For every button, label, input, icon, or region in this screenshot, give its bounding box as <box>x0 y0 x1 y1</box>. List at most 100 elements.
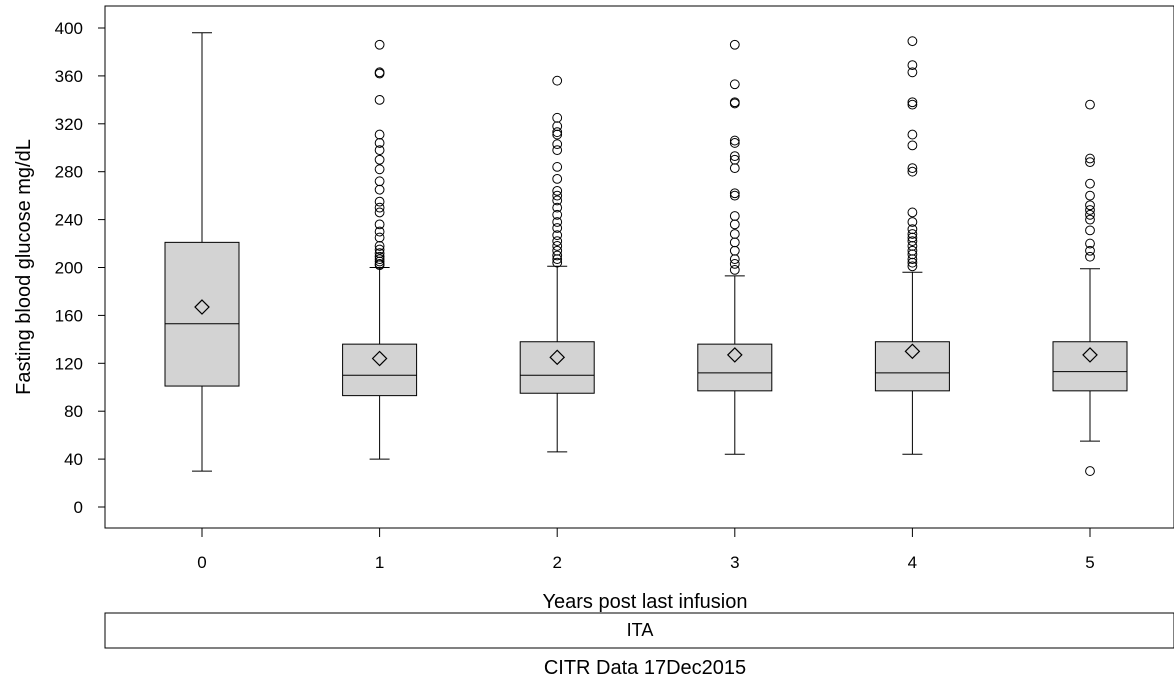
mean-marker <box>371 350 388 367</box>
outlier-point <box>374 248 385 259</box>
outlier-point <box>374 129 385 140</box>
outlier-point <box>374 244 385 255</box>
outlier-point <box>374 164 385 175</box>
box-4 <box>874 36 950 455</box>
outlier-point <box>552 209 563 220</box>
outlier-point <box>552 236 563 247</box>
outlier-point <box>1085 209 1095 220</box>
box-5 <box>1052 99 1128 476</box>
outlier-point <box>552 230 563 241</box>
outlier-point <box>1085 251 1095 262</box>
outlier-point <box>374 207 385 218</box>
outlier-point <box>552 75 563 86</box>
y-axis: 0 40 80 120 160 200 240 280 320 360 400 <box>55 19 105 517</box>
plot-frame <box>104 5 1174 529</box>
outlier-point <box>374 251 385 262</box>
y-axis-title: Fasting blood glucose mg/dL <box>13 139 35 395</box>
outlier-point <box>907 245 918 256</box>
outlier-point <box>729 39 740 50</box>
outlier-point <box>1085 245 1095 256</box>
outlier-point <box>552 173 563 184</box>
outlier-point <box>729 237 740 248</box>
outlier-point <box>729 79 740 90</box>
panel-strip <box>104 612 1174 649</box>
outlier-point <box>374 67 385 78</box>
y-tick-label: 120 <box>55 354 83 373</box>
iqr-box <box>342 343 418 397</box>
outlier-point <box>1085 466 1095 476</box>
outlier-point <box>729 154 740 165</box>
outlier-point <box>374 219 385 230</box>
outlier-point <box>1085 238 1095 249</box>
outlier-point <box>729 188 740 199</box>
x-tick-label: 2 <box>552 553 561 572</box>
y-tick-label: 40 <box>64 450 83 469</box>
outlier-point <box>1085 200 1095 211</box>
outlier-point <box>907 163 918 174</box>
outlier-point <box>552 190 563 201</box>
iqr-box <box>697 343 773 392</box>
outlier-point <box>729 219 740 230</box>
y-tick-label: 240 <box>55 211 83 230</box>
outlier-point <box>907 36 918 47</box>
outlier-point <box>552 162 563 172</box>
x-tick-label: 5 <box>1085 553 1094 572</box>
outlier-point <box>552 145 563 156</box>
y-tick-label: 80 <box>64 402 83 421</box>
outlier-point <box>374 232 385 243</box>
outlier-point <box>1085 157 1095 168</box>
y-tick-label: 0 <box>74 498 83 517</box>
outlier-point <box>1085 214 1095 225</box>
x-tick-label: 0 <box>197 553 206 572</box>
box-0 <box>164 32 240 472</box>
outlier-point <box>729 245 740 256</box>
outlier-point <box>552 217 563 227</box>
box-3 <box>697 39 773 455</box>
outlier-point <box>1085 153 1095 164</box>
outlier-point <box>729 151 740 162</box>
outlier-point <box>1085 178 1095 189</box>
outlier-point <box>729 97 740 108</box>
x-axis-title: Years post last infusion <box>543 591 748 613</box>
outlier-point <box>1085 225 1095 236</box>
x-axis: 0 1 2 3 4 5 <box>197 528 1095 572</box>
outlier-point <box>552 257 563 268</box>
outlier-point <box>374 184 385 195</box>
outlier-point <box>552 185 563 196</box>
outlier-point <box>907 261 918 272</box>
y-tick-label: 160 <box>55 306 83 325</box>
outlier-point <box>907 166 918 177</box>
outlier-point <box>729 229 740 239</box>
outlier-point <box>552 112 563 123</box>
outlier-point <box>552 245 563 256</box>
footer-note: CITR Data 17Dec2015 <box>544 657 746 679</box>
outlier-point <box>552 202 563 213</box>
outlier-point <box>374 176 385 187</box>
outlier-point <box>374 39 385 50</box>
outlier-point <box>374 145 385 156</box>
outlier-point <box>907 207 918 218</box>
outlier-point <box>729 259 740 269</box>
outlier-point <box>729 264 740 275</box>
outlier-point <box>729 138 740 148</box>
outlier-point <box>729 163 740 174</box>
outlier-point <box>374 259 385 269</box>
panel-label: ITA <box>627 620 654 640</box>
mean-marker <box>726 347 743 363</box>
outlier-point <box>374 154 385 165</box>
outlier-point <box>907 67 918 78</box>
iqr-box <box>1052 341 1128 392</box>
y-tick-label: 360 <box>55 67 83 86</box>
outlier-point <box>907 97 918 108</box>
outlier-point <box>552 139 563 150</box>
outlier-point <box>907 99 918 110</box>
outlier-point <box>907 224 918 235</box>
outlier-point <box>907 229 918 239</box>
outlier-point <box>729 135 740 146</box>
outlier-point <box>907 236 918 247</box>
outlier-point <box>729 190 740 201</box>
iqr-box <box>874 341 950 392</box>
y-tick-label: 320 <box>55 115 83 134</box>
outlier-point <box>729 211 740 221</box>
